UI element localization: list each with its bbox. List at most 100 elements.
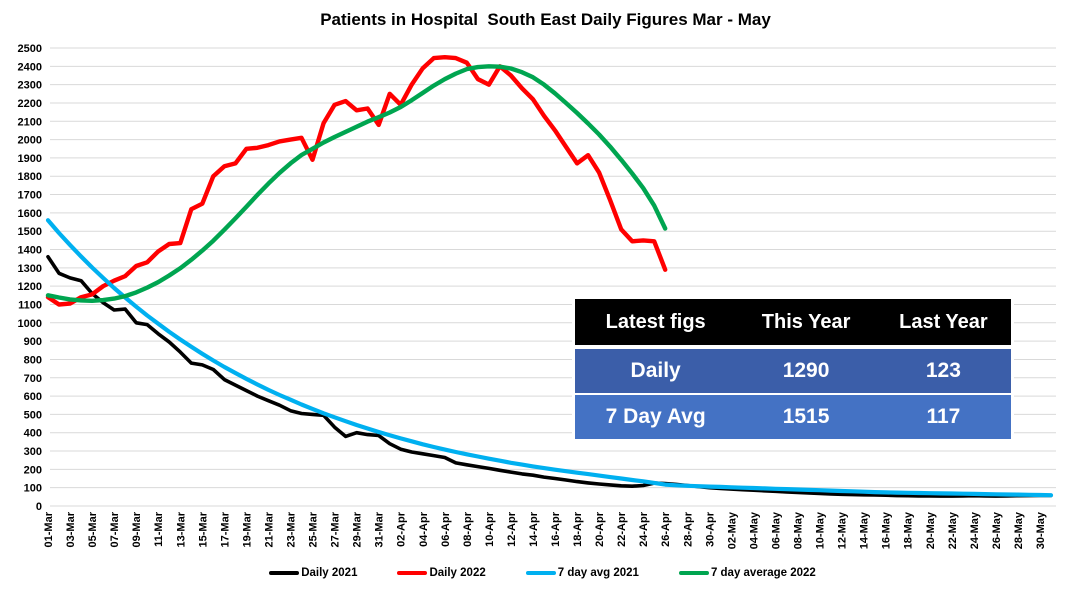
x-axis-label: 10-Apr (484, 511, 496, 547)
x-axis-label: 28-May (1013, 511, 1025, 549)
y-axis-label: 500 (24, 409, 42, 421)
x-axis-label: 21-Mar (263, 511, 275, 547)
table-cell-daily-this-year: 1290 (782, 359, 830, 382)
legend-item-daily-2021: Daily 2021 (269, 567, 357, 579)
x-axis-label: 14-May (859, 511, 871, 549)
table-header-latest-figs: Latest figs (605, 310, 706, 333)
x-axis-label: 03-Mar (65, 511, 77, 547)
y-axis-label: 2500 (18, 43, 42, 55)
x-axis-label: 18-Apr (572, 511, 584, 547)
y-axis-label: 0 (36, 501, 42, 513)
y-axis-label: 100 (24, 483, 42, 495)
x-axis-label: 10-May (815, 511, 827, 549)
table-cell-avg-label: 7 Day Avg (605, 405, 706, 428)
x-axis-label: 13-Mar (175, 511, 187, 547)
legend: Daily 2021 Daily 2022 7 day avg 2021 7 d… (0, 567, 1065, 579)
x-axis-label: 07-Mar (109, 511, 121, 547)
x-axis-label: 30-May (1035, 511, 1047, 549)
series-line-7-day-avg-2021 (45, 218, 1054, 498)
table-header-row: Latest figs This Year Last Year (575, 299, 1011, 345)
y-axis-label: 1400 (18, 245, 42, 257)
y-axis-label: 600 (24, 391, 42, 403)
x-axis-label: 30-Apr (704, 511, 716, 547)
x-axis-label: 26-Apr (660, 511, 672, 547)
x-axis-label: 16-Apr (550, 511, 562, 547)
y-axis-label: 2000 (18, 135, 42, 147)
legend-swatch-7-day-avg-2021 (525, 571, 556, 575)
y-axis-label: 200 (24, 464, 42, 476)
series-line-daily-2022 (45, 55, 668, 307)
x-axis-label: 28-Apr (682, 511, 694, 547)
y-axis-label: 1200 (18, 281, 42, 293)
y-axis-label: 1300 (18, 263, 42, 275)
x-axis-label: 06-Apr (440, 511, 452, 547)
x-axis-label: 01-Mar (43, 511, 55, 547)
y-axis-label: 2200 (18, 98, 42, 110)
y-axis-label: 1000 (18, 318, 42, 330)
legend-label-daily-2021: Daily 2021 (301, 567, 358, 579)
y-axis-label: 2300 (18, 80, 42, 92)
x-axis-label: 04-May (748, 511, 760, 549)
y-axis-label: 800 (24, 354, 42, 366)
x-axis-label: 06-May (770, 511, 782, 549)
legend-swatch-daily-2022 (397, 571, 428, 575)
x-axis-label: 17-Mar (219, 511, 231, 547)
y-axis-label: 1800 (18, 171, 42, 183)
x-axis-label: 26-May (991, 511, 1003, 549)
legend-item-7-day-avg-2021: 7 day avg 2021 (525, 567, 639, 579)
table-cell-avg-last-year: 117 (926, 405, 961, 428)
y-axis-label: 2400 (18, 61, 42, 73)
x-axis-label: 31-Mar (374, 511, 386, 547)
x-axis-label: 04-Apr (418, 511, 430, 547)
x-axis-label: 12-Apr (506, 511, 518, 547)
x-axis-label: 08-Apr (462, 511, 474, 547)
x-axis-label: 18-May (903, 511, 915, 549)
y-axis-label: 900 (24, 336, 42, 348)
x-axis-label: 14-Apr (528, 511, 540, 547)
y-axis-label: 2100 (18, 116, 42, 128)
series-line-7-day-average-2022 (45, 64, 668, 303)
x-axis-label: 20-May (925, 511, 937, 549)
page-title: Patients in Hospital South East Daily Fi… (320, 10, 771, 29)
x-axis-label: 02-May (726, 511, 738, 549)
x-axis-label: 09-Mar (131, 511, 143, 547)
x-axis-label: 25-Mar (308, 511, 320, 547)
legend-swatch-daily-2021 (269, 571, 300, 575)
table-header-last-year: Last Year (899, 310, 988, 333)
x-axis-label: 12-May (837, 511, 849, 549)
table-cell-daily-label: Daily (630, 359, 681, 382)
x-axis-label: 27-Mar (330, 511, 342, 547)
legend-item-daily-2022: Daily 2022 (397, 567, 486, 579)
y-axis-label: 1900 (18, 153, 42, 165)
legend-label-daily-2022: Daily 2022 (429, 567, 486, 579)
y-axis-label: 300 (24, 446, 42, 458)
x-axis-label: 22-May (947, 511, 959, 549)
y-axis-label: 1500 (18, 226, 42, 238)
x-axis-label: 05-Mar (87, 511, 99, 547)
x-axis-label: 15-Mar (197, 511, 209, 547)
table-cell-daily-last-year: 123 (925, 359, 961, 382)
x-axis-label: 29-Mar (352, 511, 364, 547)
x-axis-label: 24-May (969, 511, 981, 549)
table-row-7-day-avg: 7 Day Avg 1515 117 (575, 395, 1011, 439)
x-axis-label: 22-Apr (616, 511, 628, 547)
series-line-daily-2021 (46, 254, 1053, 498)
x-axis-label: 16-May (881, 511, 893, 549)
x-axis-label: 19-Mar (241, 511, 253, 547)
x-axis-label: 24-Apr (638, 511, 650, 547)
x-axis-label: 23-Mar (285, 511, 297, 547)
x-axis-label: 08-May (793, 511, 805, 549)
x-axis-label: 11-Mar (153, 511, 165, 547)
y-axis-label: 700 (24, 373, 42, 385)
x-axis-label: 20-Apr (594, 511, 606, 547)
legend-label-7-day-avg-2021: 7 day avg 2021 (557, 567, 639, 579)
table-row-daily: Daily 1290 123 (575, 349, 1011, 393)
y-axis-label: 1100 (18, 299, 42, 311)
latest-figures-table: Latest figs This Year Last Year Daily 12… (572, 296, 1014, 442)
table-divider (575, 393, 1011, 395)
table-cell-avg-this-year: 1515 (782, 405, 830, 428)
legend-item-7-day-average-2022: 7 day average 2022 (678, 567, 816, 579)
y-axis-label: 1600 (18, 208, 42, 220)
legend-swatch-7-day-average-2022 (678, 571, 709, 575)
